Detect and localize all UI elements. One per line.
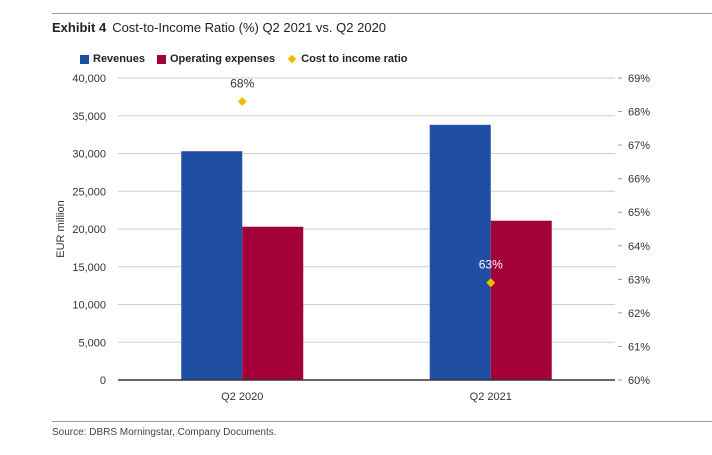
y2-tick-label: 68% bbox=[628, 107, 650, 119]
y2-tick-label: 61% bbox=[628, 341, 650, 353]
y2-tick-label: 60% bbox=[628, 375, 650, 387]
y2-tick-label: 62% bbox=[628, 308, 650, 320]
bar-operating-expenses bbox=[490, 220, 552, 380]
bar-revenues bbox=[181, 151, 243, 380]
legend-item-revenues: Revenues bbox=[80, 53, 145, 65]
source-note: Source: DBRS Morningstar, Company Docume… bbox=[52, 427, 277, 438]
y-tick-label: 10,000 bbox=[72, 300, 106, 312]
bar-operating-expenses bbox=[242, 226, 304, 380]
y-tick-label: 40,000 bbox=[72, 73, 106, 85]
legend-label-revenues: Revenues bbox=[93, 53, 145, 65]
y-tick-label: 25,000 bbox=[72, 186, 106, 198]
top-rule bbox=[52, 13, 712, 14]
y-tick-label: 5,000 bbox=[78, 337, 106, 349]
exhibit-title: Cost-to-Income Ratio (%) Q2 2021 vs. Q2 … bbox=[112, 20, 387, 35]
y-tick-label: 30,000 bbox=[72, 149, 106, 161]
legend-swatch-revenues bbox=[80, 54, 89, 64]
y2-tick-label: 66% bbox=[628, 174, 650, 186]
x-tick-label: Q2 2021 bbox=[470, 391, 512, 403]
y2-tick-label: 63% bbox=[628, 274, 650, 286]
legend-swatch-operating-expenses bbox=[156, 54, 166, 64]
bar-revenues bbox=[429, 124, 491, 380]
chart-title: Exhibit 4 Cost-to-Income Ratio (%) Q2 202… bbox=[52, 20, 386, 35]
exhibit-label: Exhibit 4 bbox=[52, 20, 107, 35]
y2-tick-label: 67% bbox=[628, 140, 650, 152]
y-tick-label: 15,000 bbox=[72, 262, 106, 274]
legend-label-operating-expenses: Operating expenses bbox=[169, 53, 276, 65]
chart-legend: Revenues Operating expenses Cost to inco… bbox=[80, 53, 419, 65]
ratio-data-label: 63% bbox=[479, 258, 503, 272]
legend-item-operating-expenses: Operating expenses bbox=[156, 53, 276, 65]
y-axis-title: EUR million bbox=[55, 200, 67, 257]
legend-item-ratio: Cost to income ratio bbox=[287, 53, 407, 65]
ratio-point bbox=[486, 278, 496, 288]
y-tick-label: 0 bbox=[100, 375, 106, 387]
y-tick-label: 20,000 bbox=[72, 224, 106, 236]
y-tick-label: 35,000 bbox=[72, 111, 106, 123]
ratio-point bbox=[237, 96, 247, 106]
ratio-data-label: 68% bbox=[230, 76, 254, 90]
legend-label-ratio: Cost to income ratio bbox=[301, 53, 408, 65]
x-tick-label: Q2 2020 bbox=[221, 391, 263, 403]
y2-tick-label: 64% bbox=[628, 241, 650, 253]
y2-tick-label: 69% bbox=[628, 73, 650, 85]
y2-tick-label: 65% bbox=[628, 207, 650, 219]
bottom-rule bbox=[52, 421, 712, 422]
